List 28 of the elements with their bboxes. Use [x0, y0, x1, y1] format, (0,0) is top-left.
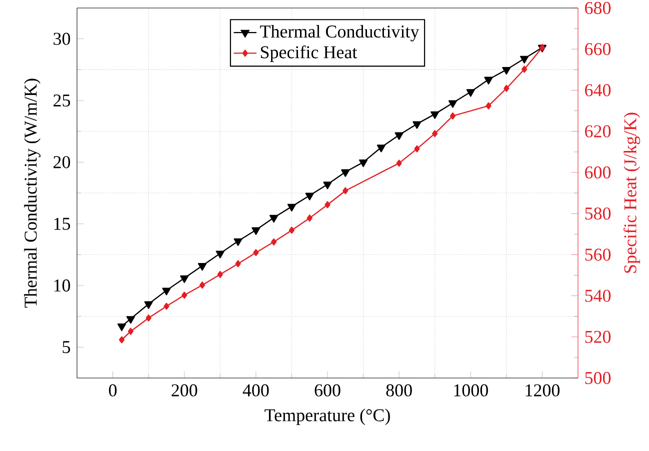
y-tick-label: 25 — [54, 94, 70, 107]
y2-tick-label: 600 — [585, 166, 611, 179]
x-tick-label: 600 — [314, 384, 340, 396]
y2-tick-label: 520 — [585, 330, 611, 343]
legend-label: Thermal Conductivity — [260, 24, 420, 42]
y-tick-label: 5 — [62, 341, 70, 354]
y-tick-label: 10 — [54, 279, 70, 292]
y2-axis-title: Specific Heat (J/kg/K) — [624, 112, 640, 273]
y-tick-label: 30 — [54, 32, 70, 45]
x-axis-title: Temperature (°C) — [264, 408, 390, 425]
y2-tick-label: 580 — [585, 207, 611, 220]
y2-tick-label: 640 — [585, 84, 611, 96]
legend-label: Specific Heat — [260, 45, 358, 62]
x-tick-label: 0 — [108, 384, 117, 396]
y2-tick-label: 500 — [585, 372, 611, 384]
y2-tick-label: 560 — [585, 248, 611, 261]
y2-tick-label: 620 — [585, 125, 611, 138]
x-tick-label: 1000 — [454, 384, 488, 396]
y-tick-label: 15 — [54, 218, 70, 230]
x-tick-label: 400 — [242, 384, 269, 396]
y2-tick-label: 540 — [585, 290, 611, 302]
x-tick-label: 200 — [172, 384, 198, 396]
y2-tick-label: 660 — [585, 43, 611, 56]
x-tick-label: 800 — [386, 384, 412, 396]
y2-tick-label: 680 — [585, 2, 611, 14]
x-tick-label: 1200 — [526, 384, 560, 396]
y-tick-label: 20 — [54, 156, 70, 168]
y-axis-title: Thermal Conductivity (W/m/K) — [24, 78, 40, 308]
